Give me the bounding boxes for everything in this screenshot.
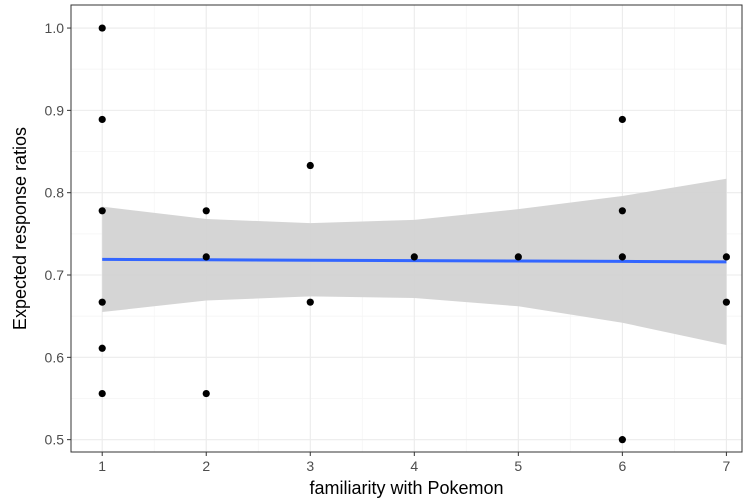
data-point <box>98 24 106 32</box>
y-tick-label: 0.5 <box>45 432 65 448</box>
y-tick-label: 0.6 <box>45 349 65 365</box>
data-point <box>618 253 626 261</box>
y-tick-label: 0.8 <box>45 185 65 201</box>
y-axis-title: Expected response ratios <box>10 127 30 330</box>
data-point <box>202 253 210 261</box>
data-point <box>514 253 522 261</box>
data-point <box>618 115 626 124</box>
x-tick-label: 6 <box>618 458 626 474</box>
y-axis-ticks: 0.5 0.6 0.7 0.8 0.9 1.0 <box>45 20 71 448</box>
x-tick-label: 4 <box>410 458 418 474</box>
data-point <box>202 207 210 215</box>
y-tick-label: 0.9 <box>45 102 65 118</box>
points-layer <box>98 24 730 444</box>
data-point <box>98 389 106 398</box>
x-tick-label: 7 <box>722 458 730 474</box>
data-point <box>98 207 106 215</box>
data-point <box>202 389 210 398</box>
x-axis-title: familiarity with Pokemon <box>309 478 503 498</box>
y-tick-label: 0.7 <box>45 267 65 283</box>
data-point <box>722 298 730 306</box>
data-point <box>98 115 106 124</box>
data-point <box>306 298 314 306</box>
data-point <box>98 298 106 306</box>
data-point <box>618 207 626 215</box>
x-tick-label: 3 <box>306 458 314 474</box>
data-point <box>618 436 626 444</box>
x-tick-label: 5 <box>514 458 522 474</box>
data-point <box>722 253 730 261</box>
x-axis-ticks: 1 2 3 4 5 6 7 <box>98 452 730 474</box>
x-tick-label: 1 <box>98 458 106 474</box>
data-point <box>98 344 106 352</box>
panel-border <box>70 4 743 453</box>
y-tick-label: 1.0 <box>45 20 65 36</box>
x-tick-label: 2 <box>202 458 210 474</box>
data-point <box>410 253 418 261</box>
data-point <box>306 161 314 170</box>
